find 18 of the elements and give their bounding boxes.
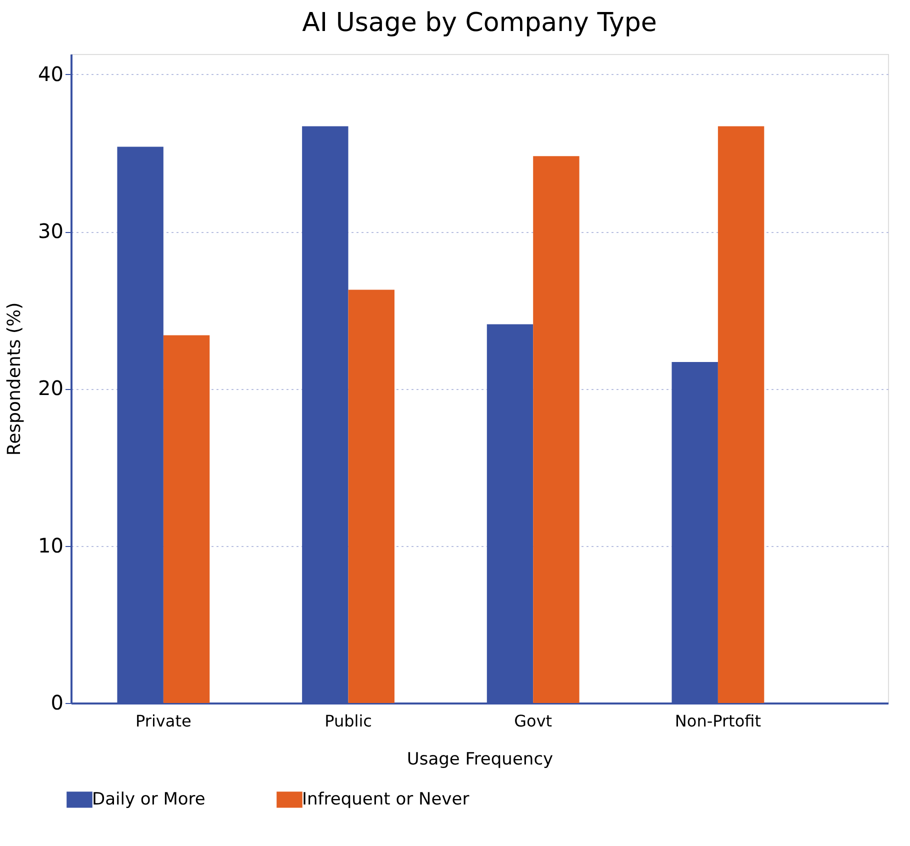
x-tick-label: Non-Prtofit <box>674 712 761 730</box>
x-tick-label: Public <box>324 712 372 730</box>
y-tick-label: 0 <box>50 690 64 714</box>
bar <box>163 335 210 703</box>
legend-label: Infrequent or Never <box>302 790 470 810</box>
bar <box>533 156 580 703</box>
x-tick-label: Govt <box>514 712 552 730</box>
y-tick-label: 30 <box>38 219 64 244</box>
y-tick-label: 40 <box>38 62 64 86</box>
x-axis-title: Usage Frequency <box>406 750 554 770</box>
bar <box>348 290 394 703</box>
bar <box>718 126 764 703</box>
y-tick-label: 10 <box>38 533 64 558</box>
legend-label: Daily or More <box>92 790 206 810</box>
y-tick-label: 20 <box>38 376 64 400</box>
x-tick-label: Private <box>136 712 192 730</box>
y-axis-title: Respondents (%) <box>4 302 26 456</box>
chart-title: AI Usage by Company Type <box>302 8 657 38</box>
